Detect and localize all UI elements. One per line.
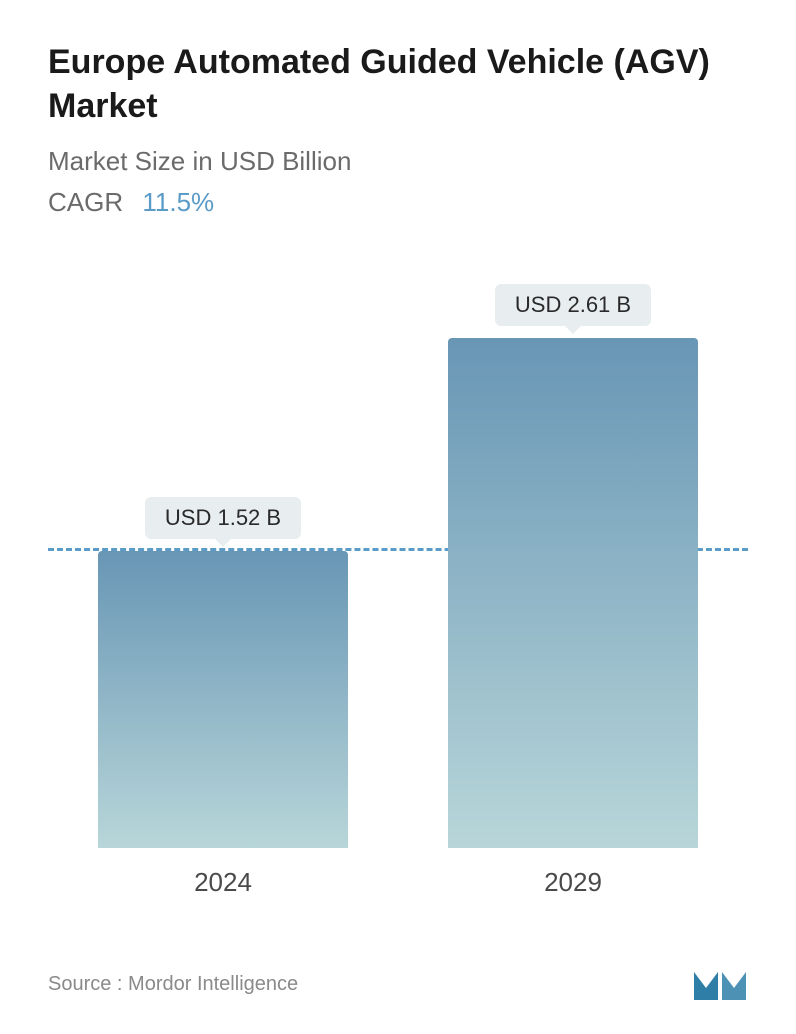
chart-area: USD 1.52 B USD 2.61 B 2024 2029 [48,258,748,898]
bar-group: USD 2.61 B [448,284,698,848]
bar [448,338,698,848]
cagr-value: 11.5% [142,187,214,217]
value-badge: USD 2.61 B [495,284,651,326]
value-badge: USD 1.52 B [145,497,301,539]
chart-subtitle: Market Size in USD Billion [48,146,748,177]
bars-container: USD 1.52 B USD 2.61 B [48,278,748,848]
chart-title: Europe Automated Guided Vehicle (AGV) Ma… [48,40,748,128]
cagr-label: CAGR [48,187,123,217]
chart-footer: Source : Mordor Intelligence [48,964,748,1004]
bar [98,551,348,848]
x-axis-label: 2024 [98,867,348,898]
mordor-logo-icon [692,964,748,1004]
x-axis-label: 2029 [448,867,698,898]
source-text: Source : Mordor Intelligence [48,973,298,996]
cagr-row: CAGR 11.5% [48,187,748,218]
x-axis-labels: 2024 2029 [48,867,748,898]
